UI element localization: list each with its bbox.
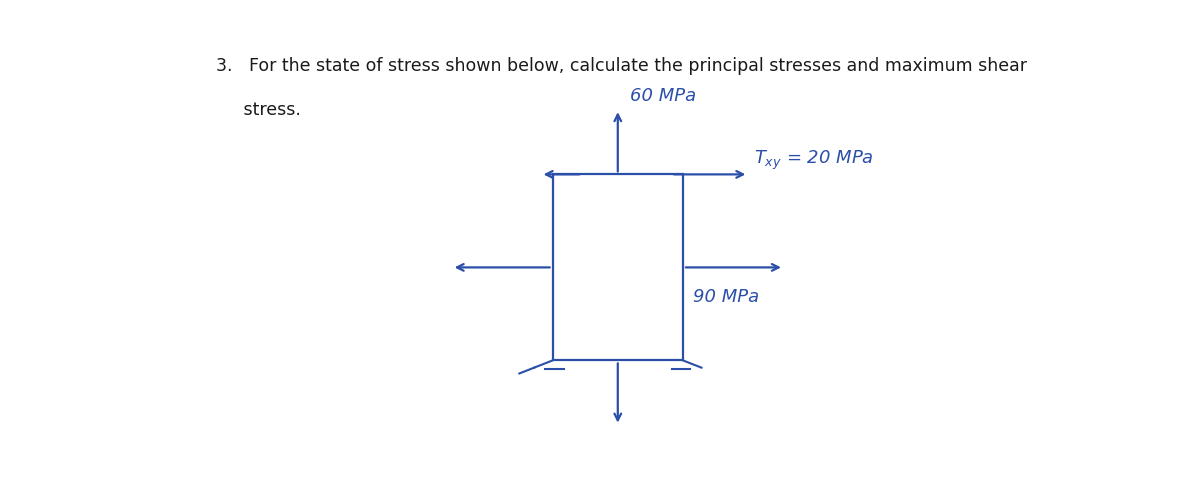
Text: 60 MPa: 60 MPa (630, 87, 696, 104)
Polygon shape (552, 174, 683, 360)
Text: 3.   For the state of stress shown below, calculate the principal stresses and m: 3. For the state of stress shown below, … (216, 57, 1027, 76)
Text: $T_{xy}$ = 20 MPa: $T_{xy}$ = 20 MPa (754, 149, 874, 172)
Text: stress.: stress. (216, 101, 301, 119)
Text: 90 MPa: 90 MPa (692, 288, 758, 307)
